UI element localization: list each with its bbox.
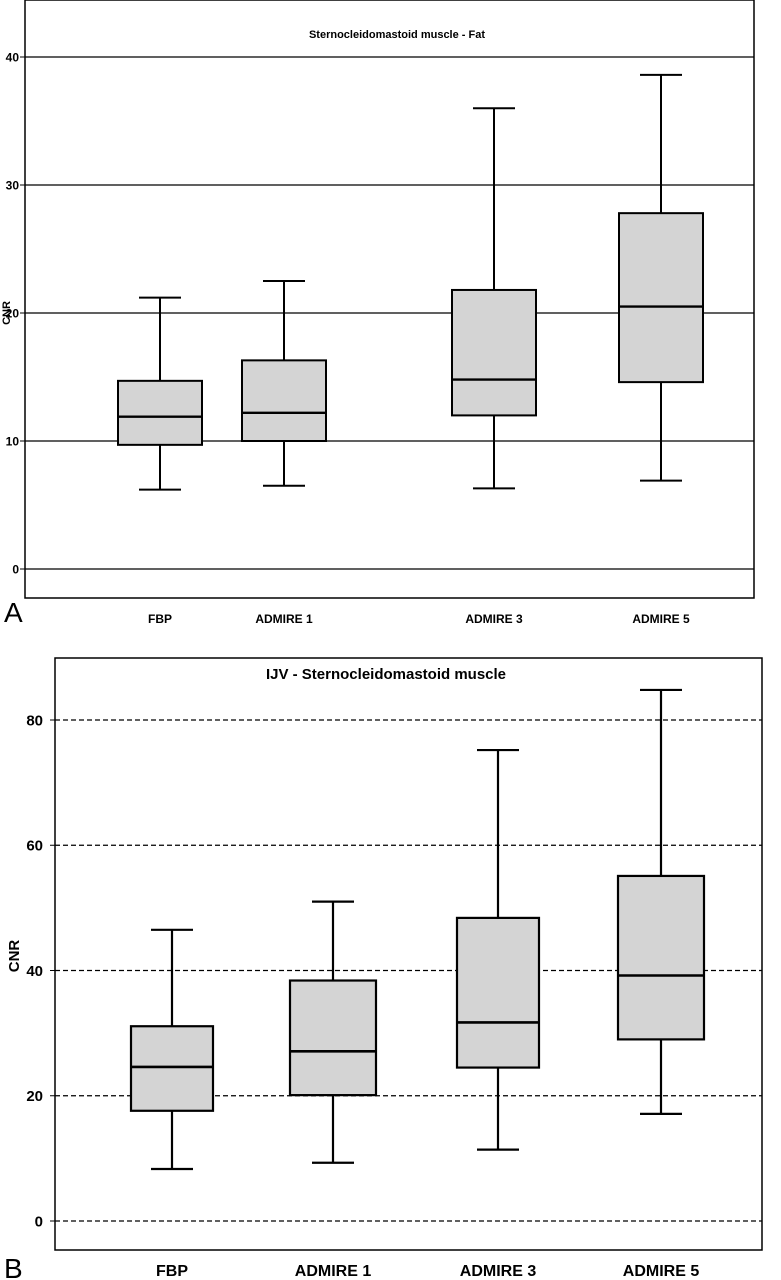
- y-axis-label: CNR: [1, 301, 13, 325]
- category-label: FBP: [156, 1263, 188, 1280]
- y-tick-label: 10: [6, 434, 20, 448]
- box-admire-3: [455, 748, 541, 1151]
- y-tick-label: 80: [26, 712, 43, 729]
- y-tick-label: 30: [6, 178, 20, 192]
- y-tick-label: 60: [26, 838, 43, 855]
- panel-label: A: [4, 597, 23, 628]
- iqr-box: [618, 212, 704, 384]
- category-label: ADMIRE 1: [255, 612, 313, 626]
- category-label: ADMIRE 5: [632, 612, 690, 626]
- box-fbp: [117, 296, 203, 491]
- category-label: ADMIRE 3: [460, 1263, 537, 1280]
- box-admire-5: [618, 73, 704, 482]
- y-tick-label: 40: [26, 963, 43, 980]
- iqr-box: [117, 379, 203, 446]
- y-tick-label: 0: [35, 1213, 43, 1230]
- category-label: FBP: [148, 612, 172, 626]
- category-label: ADMIRE 3: [465, 612, 523, 626]
- iqr-box: [288, 979, 378, 1097]
- y-axis-label: CNR: [6, 940, 23, 973]
- iqr-box: [451, 288, 537, 417]
- panel-label: B: [4, 1253, 23, 1280]
- panel-b: 0 20 40 60 80 IJV - Sternocleidomastoid muscl…: [4, 657, 763, 1280]
- y-tick-label: 20: [6, 306, 20, 320]
- iqr-box: [455, 916, 541, 1069]
- category-label: ADMIRE 1: [295, 1263, 372, 1280]
- iqr-box: [241, 359, 327, 442]
- iqr-box: [129, 1025, 215, 1112]
- chart-title: Sternocleidomastoid muscle - Fat: [309, 29, 485, 41]
- box-admire-5: [616, 688, 706, 1116]
- y-tick-label: 0: [12, 562, 19, 576]
- panel-a: 0 10 20 30 40 Sternocleidomastoid muscle - Fa…: [1, 0, 755, 628]
- box-fbp: [129, 928, 215, 1171]
- category-label: ADMIRE 5: [623, 1263, 700, 1280]
- box-admire-1: [241, 280, 327, 487]
- box-admire-1: [288, 900, 378, 1164]
- chart-title: IJV - Sternocleidomastoid muscle: [266, 666, 506, 683]
- y-tick-label: 20: [26, 1088, 43, 1105]
- y-tick-label: 40: [6, 50, 20, 64]
- box-admire-3: [451, 107, 537, 490]
- iqr-box: [616, 874, 706, 1041]
